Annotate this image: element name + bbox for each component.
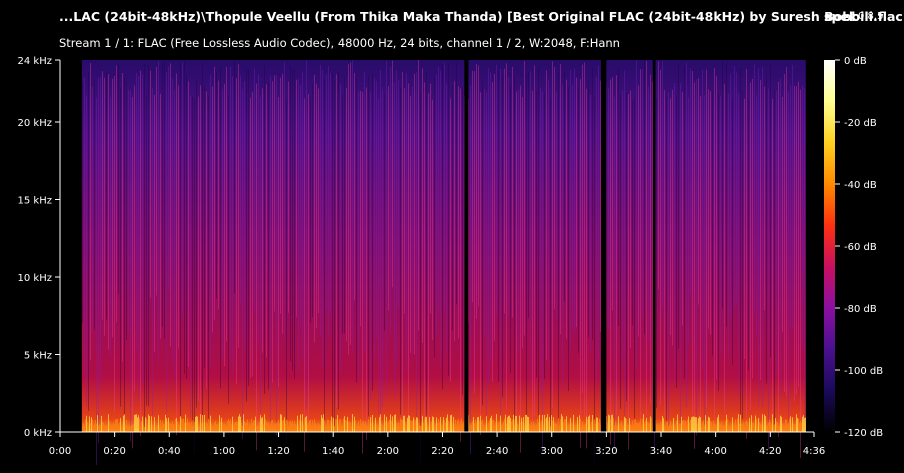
frequency-tick-label: 10 kHz bbox=[18, 273, 52, 284]
time-tick-label: 1:00 bbox=[213, 446, 235, 457]
time-tick-label: 2:00 bbox=[377, 446, 399, 457]
db-color-scale: 0 dB -20 dB -40 dB -60 dB -80 dB -100 dB -120 … bbox=[824, 56, 883, 439]
spectrogram-plot bbox=[60, 60, 814, 466]
app-name: spek bbox=[824, 9, 858, 24]
db-tick-label: -60 dB bbox=[844, 242, 877, 253]
time-tick-label: 0:20 bbox=[103, 446, 125, 457]
time-tick-label: 2:40 bbox=[486, 446, 508, 457]
quiet-gap bbox=[600, 60, 607, 432]
time-tick-label: 0:40 bbox=[158, 446, 180, 457]
frequency-tick-label: 15 kHz bbox=[18, 196, 52, 207]
time-tick-label: 2:20 bbox=[431, 446, 453, 457]
quiet-gap bbox=[60, 60, 80, 432]
low-frequency-band bbox=[82, 414, 806, 432]
spectral-energy bbox=[81, 60, 806, 432]
db-tick-label: -80 dB bbox=[844, 304, 877, 315]
db-tick-label: -40 dB bbox=[844, 180, 877, 191]
quiet-gap bbox=[652, 60, 656, 432]
time-tick-label: 1:40 bbox=[322, 446, 344, 457]
time-tick-label: 4:00 bbox=[704, 446, 726, 457]
db-tick-label: -120 dB bbox=[844, 428, 883, 439]
stream-info: Stream 1 / 1: FLAC (Free Lossless Audio … bbox=[59, 36, 620, 50]
time-tick-label: 1:20 bbox=[267, 446, 289, 457]
quiet-gap bbox=[808, 60, 814, 432]
app-version: 0.8.5 bbox=[858, 11, 884, 22]
db-tick-label: -20 dB bbox=[844, 118, 877, 129]
frequency-tick-label: 24 kHz bbox=[18, 56, 52, 67]
quiet-gap bbox=[464, 60, 469, 432]
db-tick-label: 0 dB bbox=[844, 56, 867, 67]
time-tick-label: 3:20 bbox=[595, 446, 617, 457]
time-tick-label: 3:40 bbox=[650, 446, 672, 457]
time-tick-label: 4:36 bbox=[803, 446, 825, 457]
time-tick-label: 4:20 bbox=[759, 446, 781, 457]
db-color-bar bbox=[824, 60, 835, 432]
time-axis: 0:00 0:20 0:40 1:00 1:20 1:40 2:00 2:20 2:40 3:00… bbox=[49, 431, 825, 457]
db-tick-label: -100 dB bbox=[844, 366, 883, 377]
frequency-axis: 24 kHz 20 kHz 15 kHz 10 kHz 5 kHz 0 kHz bbox=[18, 56, 61, 439]
time-tick-label: 0:00 bbox=[49, 446, 71, 457]
frequency-tick-label: 0 kHz bbox=[24, 428, 52, 439]
spectral-streaks bbox=[82, 60, 805, 466]
window-title: ...LAC (24bit-48kHz)\Thopule Veellu (Fro… bbox=[59, 9, 903, 24]
time-tick-label: 3:00 bbox=[541, 446, 563, 457]
frequency-tick-label: 5 kHz bbox=[24, 351, 52, 362]
frequency-tick-label: 20 kHz bbox=[18, 118, 52, 129]
